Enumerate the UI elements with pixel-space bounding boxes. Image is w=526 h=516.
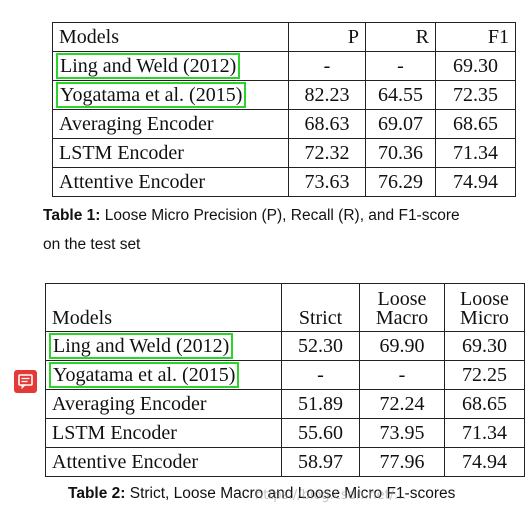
header-micro-label: Micro (460, 306, 509, 329)
table-2-header-loose-macro: Loose Macro (359, 283, 445, 332)
header-macro-label: Macro (375, 306, 429, 329)
micro-cell: 72.25 (444, 360, 525, 390)
table-1-header-r: R (365, 22, 436, 52)
macro-cell: 72.24 (359, 389, 445, 419)
table-2-caption: Table 2: Strict, Loose Macro and Loose M… (68, 485, 455, 503)
table-1: Models P R F1 Ling and Weld (2012) - - 6… (52, 22, 516, 197)
precision-cell: - (288, 51, 366, 81)
table-1-header-p: P (288, 22, 366, 52)
table-1-caption: Table 1: Loose Micro Precision (P), Reca… (43, 207, 460, 225)
table-1-caption-tag: Table 1: (43, 207, 101, 224)
model-name-cell: LSTM Encoder (45, 418, 282, 448)
table-row: LSTM Encoder 72.32 70.36 71.34 (52, 138, 516, 168)
table-1-header-models: Models (52, 22, 289, 52)
table-row: Attentive Encoder 73.63 76.29 74.94 (52, 167, 516, 197)
macro-cell: 77.96 (359, 447, 445, 477)
comment-glyph (18, 374, 33, 389)
table-row: Ling and Weld (2012) 52.30 69.90 69.30 (45, 331, 525, 361)
model-name-cell: Yogatama et al. (2015) (45, 360, 282, 390)
table-2-caption-tag: Table 2: (68, 485, 126, 502)
model-name-cell: Yogatama et al. (2015) (52, 80, 289, 110)
recall-cell: 70.36 (365, 138, 436, 168)
strict-cell: 55.60 (281, 418, 360, 448)
model-name-cell: Averaging Encoder (52, 109, 289, 139)
micro-cell: 71.34 (444, 418, 525, 448)
precision-cell: 82.23 (288, 80, 366, 110)
recall-cell: 64.55 (365, 80, 436, 110)
precision-cell: 68.63 (288, 109, 366, 139)
citation-highlight[interactable]: Yogatama et al. (2015) (55, 82, 247, 108)
table-2-caption-text: Strict, Loose Macro and Loose Micro F1-s… (129, 485, 456, 502)
table-2: Models Strict Loose Macro Loose Micro Li… (45, 283, 525, 477)
model-name-cell: Averaging Encoder (45, 389, 282, 419)
table-1-caption-text: Loose Micro Precision (P), Recall (R), a… (104, 207, 460, 224)
recall-cell: - (365, 51, 436, 81)
watermark: https://blog.csdn.net/... (255, 488, 407, 503)
precision-cell: 73.63 (288, 167, 366, 197)
table-row: Averaging Encoder 68.63 69.07 68.65 (52, 109, 516, 139)
precision-cell: 72.32 (288, 138, 366, 168)
citation-highlight[interactable]: Yogatama et al. (2015) (48, 362, 240, 388)
header-loose-label: Loose (460, 287, 509, 310)
recall-cell: 76.29 (365, 167, 436, 197)
header-loose-label: Loose (377, 287, 427, 310)
table-2-header-models: Models (45, 283, 282, 332)
f1-cell: 74.94 (435, 167, 516, 197)
table-row: LSTM Encoder 55.60 73.95 71.34 (45, 418, 525, 448)
table-1-caption-line-2: on the test set (43, 236, 141, 253)
table-row: Yogatama et al. (2015) 82.23 64.55 72.35 (52, 80, 516, 110)
table-row: Averaging Encoder 51.89 72.24 68.65 (45, 389, 525, 419)
table-row: Ling and Weld (2012) - - 69.30 (52, 51, 516, 81)
model-name-cell: LSTM Encoder (52, 138, 289, 168)
table-1-header-f1: F1 (435, 22, 516, 52)
strict-cell: 58.97 (281, 447, 360, 477)
table-row: Attentive Encoder 58.97 77.96 74.94 (45, 447, 525, 477)
model-name-cell: Ling and Weld (2012) (45, 331, 282, 361)
macro-cell: - (359, 360, 445, 390)
f1-cell: 72.35 (435, 80, 516, 110)
micro-cell: 68.65 (444, 389, 525, 419)
f1-cell: 71.34 (435, 138, 516, 168)
table-2-header-strict: Strict (281, 283, 360, 332)
strict-cell: - (281, 360, 360, 390)
model-name-cell: Ling and Weld (2012) (52, 51, 289, 81)
model-name-cell: Attentive Encoder (52, 167, 289, 197)
macro-cell: 69.90 (359, 331, 445, 361)
citation-highlight[interactable]: Ling and Weld (2012) (55, 53, 241, 79)
table-2-header-loose-micro: Loose Micro (444, 283, 525, 332)
strict-cell: 52.30 (281, 331, 360, 361)
f1-cell: 68.65 (435, 109, 516, 139)
model-name-cell: Attentive Encoder (45, 447, 282, 477)
recall-cell: 69.07 (365, 109, 436, 139)
table-1-header-row: Models P R F1 (52, 22, 516, 52)
comment-icon[interactable] (14, 370, 37, 393)
table-row: Yogatama et al. (2015) - - 72.25 (45, 360, 525, 390)
micro-cell: 74.94 (444, 447, 525, 477)
macro-cell: 73.95 (359, 418, 445, 448)
strict-cell: 51.89 (281, 389, 360, 419)
citation-highlight[interactable]: Ling and Weld (2012) (48, 333, 234, 359)
f1-cell: 69.30 (435, 51, 516, 81)
micro-cell: 69.30 (444, 331, 525, 361)
table-2-header-row: Models Strict Loose Macro Loose Micro (45, 283, 525, 332)
